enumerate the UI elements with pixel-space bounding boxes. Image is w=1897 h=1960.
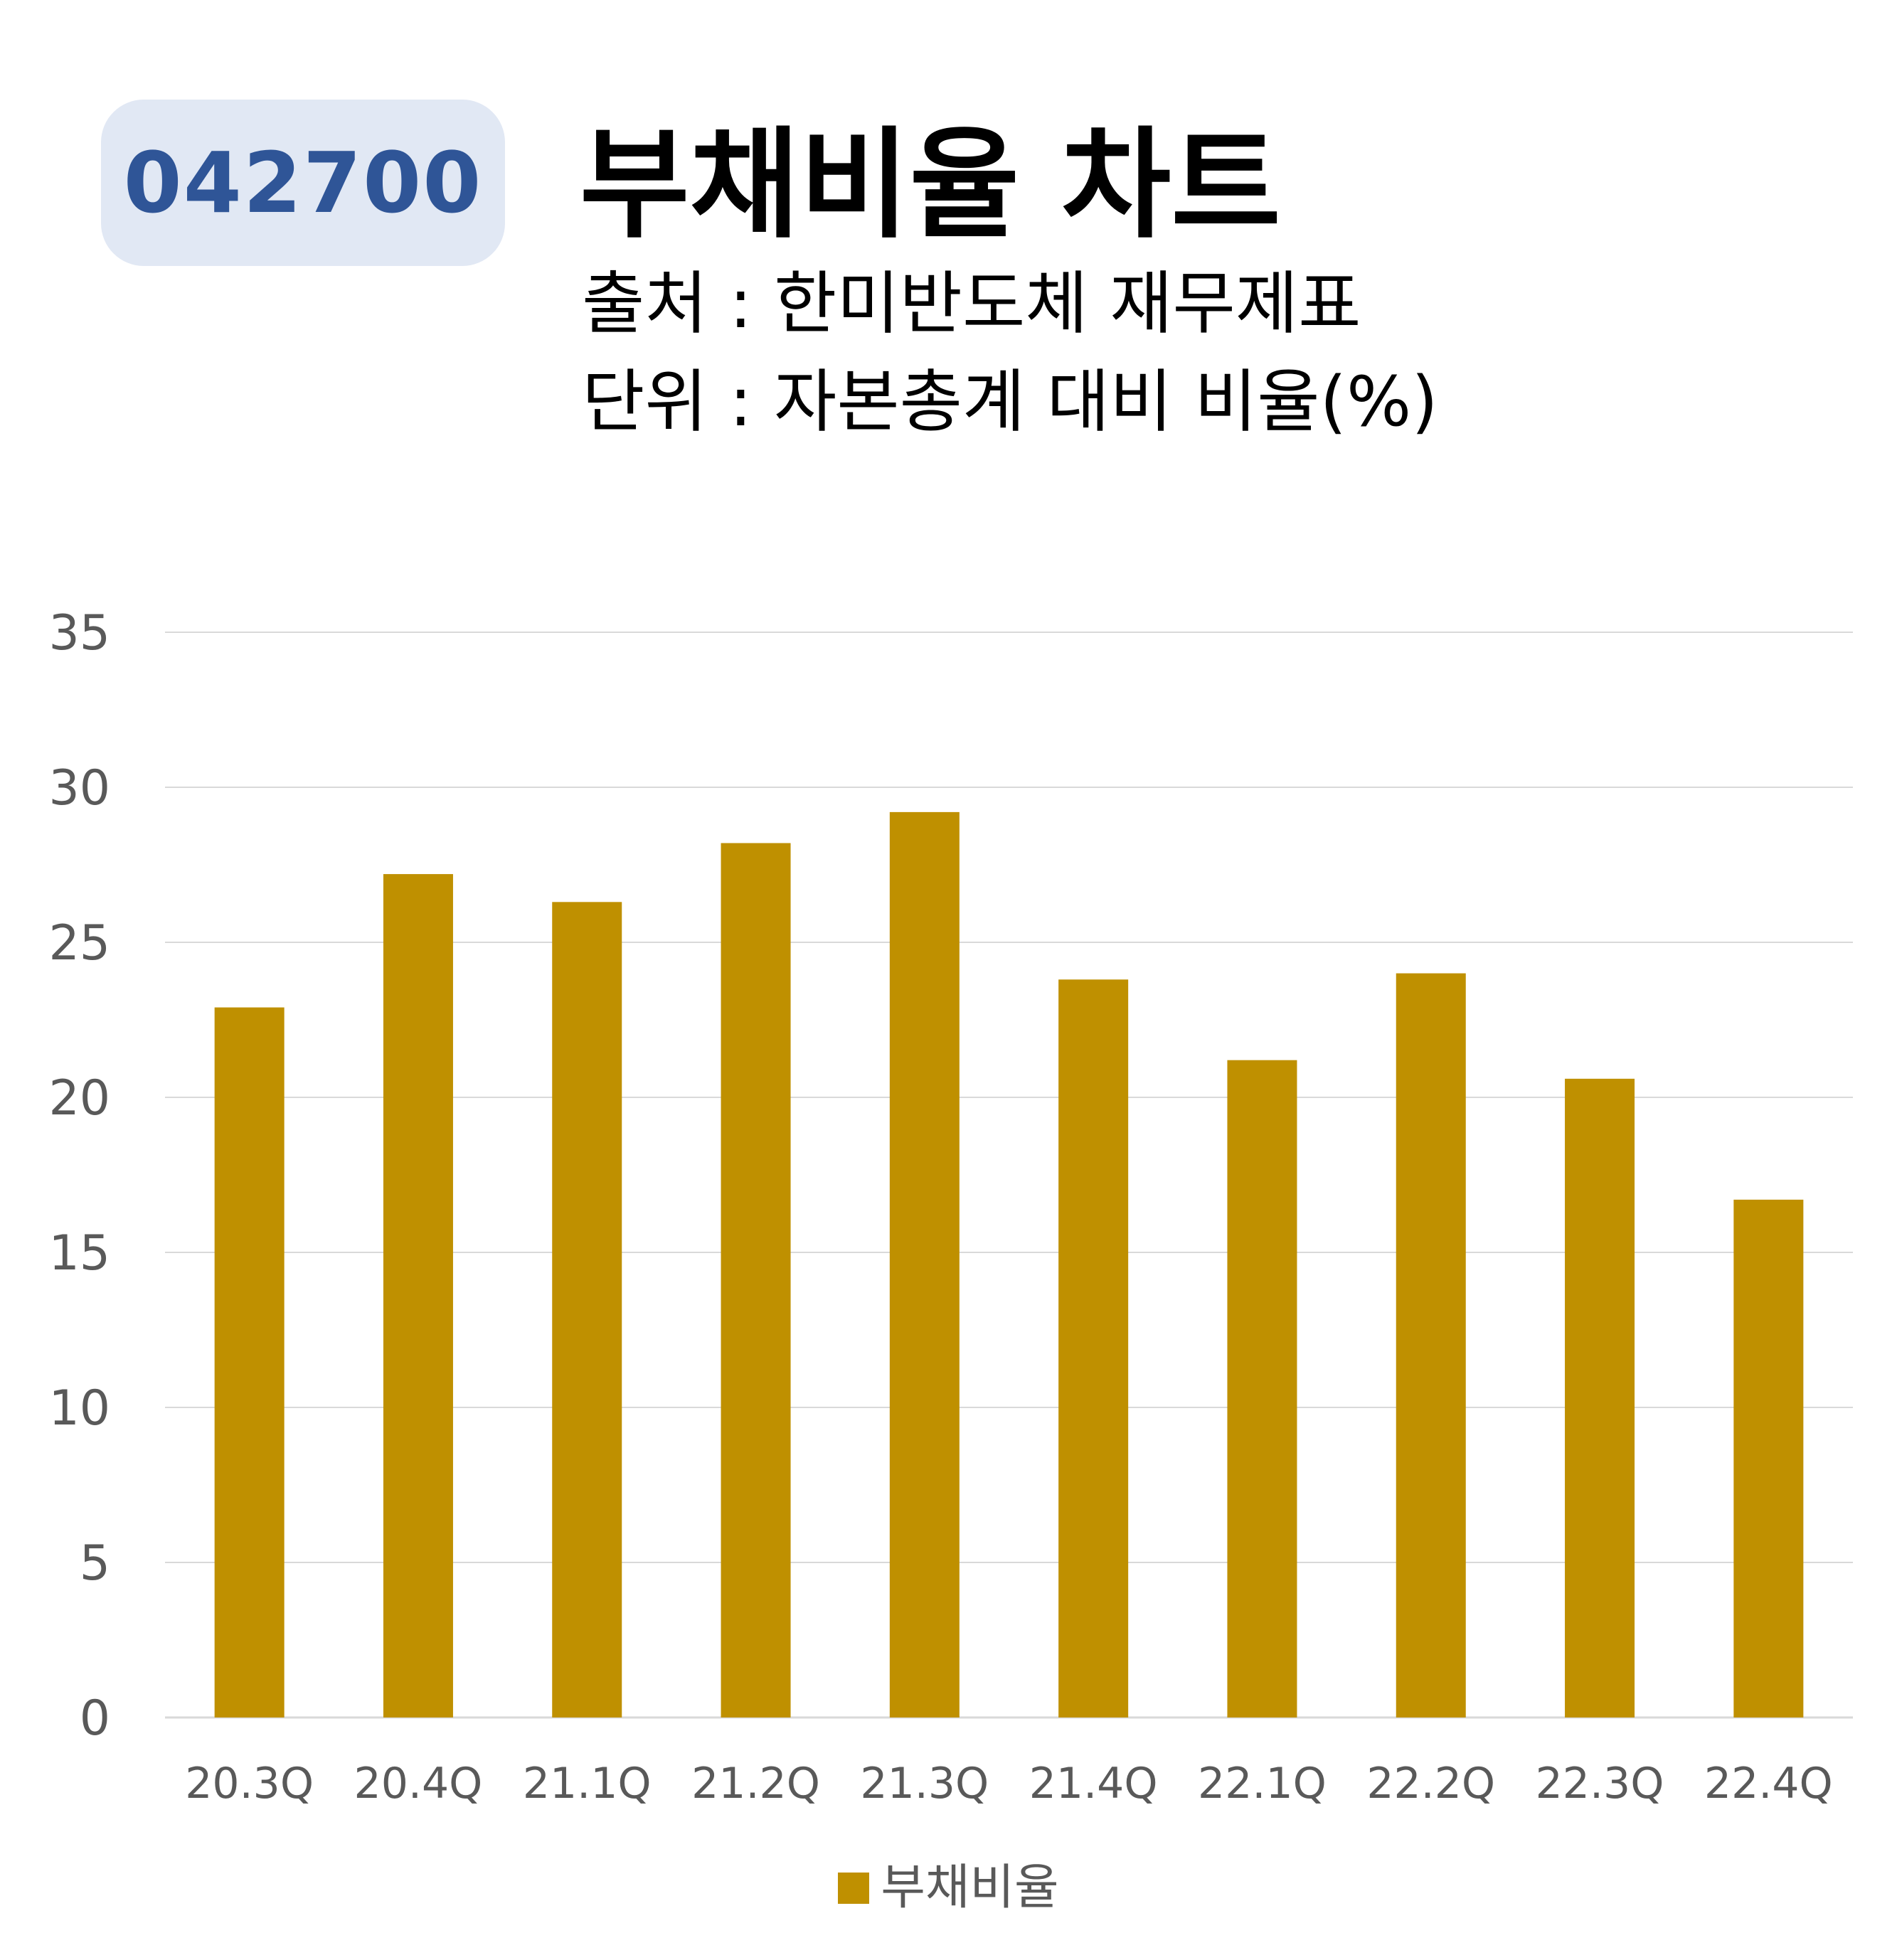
- legend: 부채비율: [0, 1860, 1897, 1917]
- bar: [721, 843, 791, 1717]
- y-tick-label: 0: [80, 1690, 110, 1747]
- bar: [889, 811, 960, 1717]
- stock-code: 042700: [123, 134, 483, 232]
- y-tick-label: 25: [48, 915, 110, 971]
- y-tick-label: 35: [48, 605, 110, 661]
- x-tick-label: 22.2Q: [1366, 1759, 1495, 1809]
- y-tick-label: 30: [48, 760, 110, 816]
- y-tick-label: 5: [80, 1535, 110, 1592]
- x-tick-label: 20.4Q: [354, 1759, 483, 1809]
- bar: [1058, 979, 1129, 1717]
- bar: [1396, 973, 1466, 1717]
- x-tick-label: 21.4Q: [1029, 1759, 1158, 1809]
- x-tick-label: 21.1Q: [523, 1759, 652, 1809]
- x-axis-ticks: 20.3Q 20.4Q 21.1Q 21.2Q 21.3Q 21.4Q 22.1Q 22.2Q…: [185, 1759, 1833, 1809]
- bar: [1227, 1060, 1297, 1717]
- x-tick-label: 20.3Q: [185, 1759, 314, 1809]
- x-tick-label: 21.2Q: [691, 1759, 820, 1809]
- stock-code-badge: 042700: [101, 100, 505, 266]
- bars: [214, 811, 1804, 1717]
- unit-note: 단위 : 자본총계 대비 비율(%): [582, 362, 1438, 442]
- y-tick-label: 20: [48, 1070, 110, 1127]
- source-note: 출처 : 한미반도체 재무제표: [582, 264, 1361, 343]
- bar: [214, 1007, 285, 1717]
- x-tick-label: 22.4Q: [1704, 1759, 1833, 1809]
- x-tick-label: 22.1Q: [1198, 1759, 1327, 1809]
- legend-label: 부채비율: [881, 1860, 1059, 1916]
- x-tick-label: 22.3Q: [1536, 1759, 1664, 1809]
- bar: [1565, 1078, 1635, 1717]
- y-axis-ticks: 0 5 10 15 20 25 30 35: [48, 605, 110, 1747]
- bar: [383, 874, 453, 1717]
- x-tick-label: 21.3Q: [860, 1759, 989, 1809]
- y-tick-label: 15: [48, 1225, 110, 1282]
- chart-title: 부채비율 차트: [580, 115, 1281, 255]
- y-tick-label: 10: [48, 1380, 110, 1437]
- bar: [552, 902, 622, 1717]
- legend-swatch: [838, 1873, 870, 1904]
- bar: [1733, 1199, 1804, 1717]
